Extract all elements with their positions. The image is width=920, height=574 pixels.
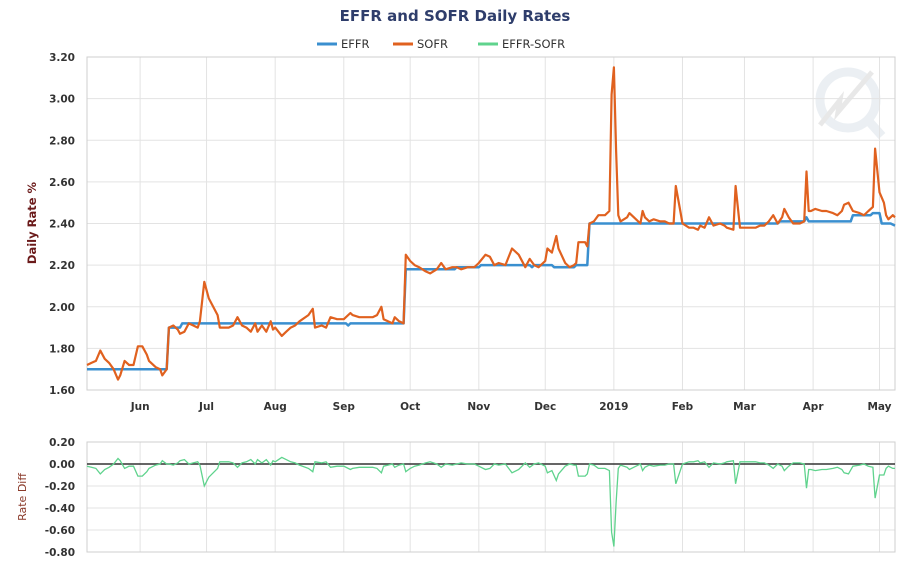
y-tick-label-lower: -0.60: [45, 525, 75, 537]
legend-item-sofr[interactable]: SOFR: [393, 37, 448, 51]
x-tick-label: Jul: [198, 401, 214, 413]
plot-frame-upper: [86, 56, 896, 391]
y-tick-label-upper: 2.00: [49, 302, 75, 314]
plot-frame-lower: [86, 441, 896, 553]
y-tick-label-upper: 1.80: [49, 343, 75, 355]
y-tick-label-upper: 3.20: [49, 52, 75, 64]
legend-item-effr[interactable]: EFFR: [317, 37, 370, 51]
series-line-effr: [87, 211, 896, 371]
legend-item-effr-sofr[interactable]: EFFR-SOFR: [478, 37, 565, 51]
y-tick-label-lower: -0.20: [45, 481, 75, 493]
x-tick-label: Apr: [803, 401, 825, 413]
legend-label-effr: EFFR: [341, 37, 370, 51]
x-tick-label: Nov: [467, 401, 490, 413]
chart-title: EFFR and SOFR Daily Rates: [340, 7, 571, 25]
y-tick-label-lower: 0.00: [49, 459, 75, 471]
x-tick-label: Aug: [264, 401, 287, 413]
series-line-sofr: [86, 66, 896, 381]
y-tick-label-upper: 2.40: [49, 219, 75, 231]
y-tick-label-upper: 3.00: [49, 94, 75, 106]
legend-label-sofr: SOFR: [417, 37, 448, 51]
y-tick-label-lower: -0.80: [45, 547, 75, 559]
y-tick-label-upper: 1.60: [49, 385, 75, 397]
x-tick-label: Feb: [672, 401, 694, 413]
legend-label-effr-sofr: EFFR-SOFR: [502, 37, 565, 51]
x-tick-label: Jun: [130, 401, 150, 413]
y-tick-label-lower: 0.20: [49, 437, 75, 449]
x-tick-label: 2019: [599, 401, 628, 413]
y-tick-label-upper: 2.60: [49, 177, 75, 189]
x-tick-label: Mar: [733, 401, 757, 413]
legend: EFFR SOFR EFFR-SOFR: [317, 37, 565, 51]
x-tick-label: May: [867, 401, 891, 413]
y-tick-label-upper: 2.80: [49, 135, 75, 147]
y-axis-title-lower: Rate Diff: [16, 473, 29, 521]
watermark-logo: [815, 67, 886, 139]
y-tick-label-lower: -0.40: [45, 503, 75, 515]
y-tick-label-upper: 2.20: [49, 260, 75, 272]
x-tick-label: Dec: [534, 401, 556, 413]
x-tick-label: Oct: [400, 401, 420, 413]
x-tick-label: Sep: [333, 401, 356, 413]
series-line-effr-sofr: [86, 456, 895, 547]
y-axis-title-upper: Daily Rate %: [25, 181, 39, 264]
